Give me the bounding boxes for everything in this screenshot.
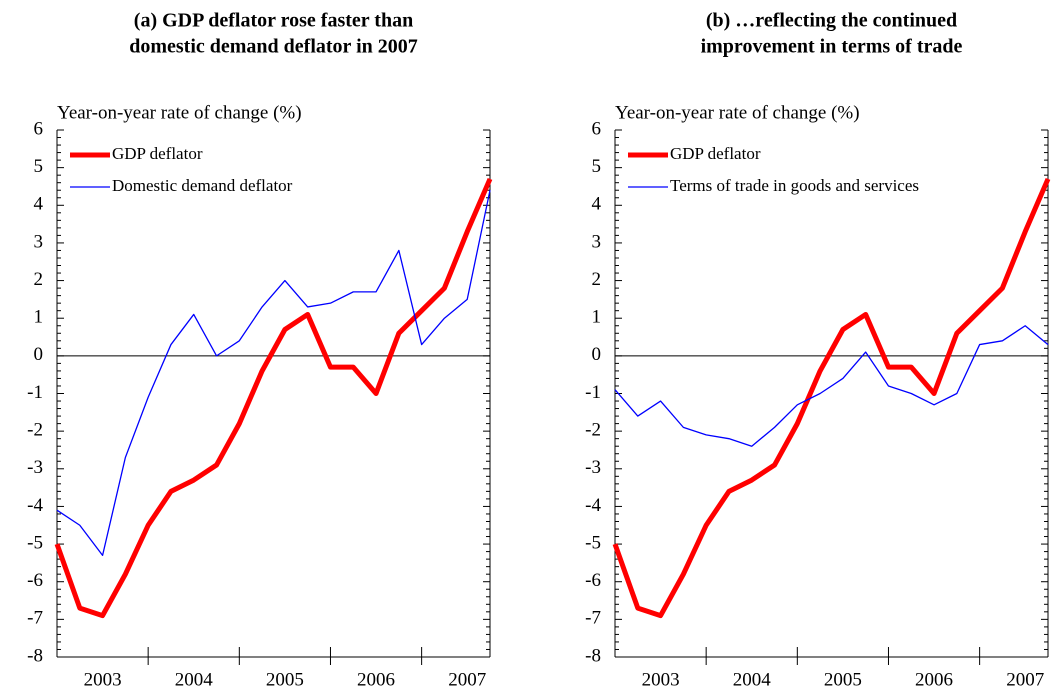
axis-title: Year-on-year rate of change (%) [57, 102, 302, 123]
chart-title: (b) …reflecting the continued [706, 10, 957, 32]
y-tick-label: -4 [585, 495, 601, 516]
y-tick-label: 5 [592, 156, 602, 177]
y-tick-label: 4 [34, 194, 44, 215]
series-line [614, 325, 1049, 447]
y-tick-label: 1 [34, 307, 44, 328]
chart-title: improvement in terms of trade [701, 36, 963, 58]
y-tick-label: 6 [592, 118, 602, 139]
series-line [56, 190, 491, 557]
y-tick-label: -1 [27, 382, 43, 403]
series-line [612, 177, 1051, 619]
y-tick-label: -2 [585, 420, 601, 441]
y-tick-label: 0 [592, 344, 602, 365]
y-tick-label: -2 [27, 420, 43, 441]
y-tick-label: -4 [27, 495, 43, 516]
series-line [54, 177, 493, 619]
y-tick-label: 2 [34, 269, 44, 290]
x-tick-label: 2005 [266, 669, 304, 690]
x-tick-label: 2004 [175, 669, 214, 690]
y-tick-label: 5 [34, 156, 44, 177]
y-tick-label: 3 [592, 231, 602, 252]
y-tick-label: -5 [27, 532, 43, 553]
y-tick-label: -7 [585, 608, 601, 629]
legend-label: GDP deflator [670, 144, 761, 163]
y-tick-label: -3 [27, 457, 43, 478]
legend-label: Terms of trade in goods and services [670, 176, 919, 195]
x-tick-label: 2006 [357, 669, 395, 690]
y-tick-label: -6 [585, 570, 601, 591]
x-tick-label: 2005 [824, 669, 862, 690]
y-tick-label: -8 [585, 645, 601, 666]
y-tick-label: -8 [27, 645, 43, 666]
y-tick-label: -1 [585, 382, 601, 403]
y-tick-label: 4 [592, 194, 602, 215]
chart-title: domestic demand deflator in 2007 [129, 36, 418, 58]
x-tick-label: 2003 [642, 669, 680, 690]
y-tick-label: 3 [34, 231, 44, 252]
x-tick-label: 2006 [915, 669, 953, 690]
y-tick-label: -5 [585, 532, 601, 553]
y-tick-label: 2 [592, 269, 602, 290]
x-tick-label: 2004 [733, 669, 772, 690]
y-tick-label: -3 [585, 457, 601, 478]
chart-title: (a) GDP deflator rose faster than [134, 10, 413, 32]
x-tick-label: 2003 [84, 669, 122, 690]
y-tick-label: -7 [27, 608, 43, 629]
x-tick-label: 2007 [1006, 669, 1044, 690]
axis-title: Year-on-year rate of change (%) [615, 102, 860, 123]
y-tick-label: 6 [34, 118, 44, 139]
legend-label: Domestic demand deflator [112, 176, 293, 195]
y-tick-label: -6 [27, 570, 43, 591]
legend-label: GDP deflator [112, 144, 203, 163]
x-tick-label: 2007 [448, 669, 486, 690]
y-tick-label: 1 [592, 307, 602, 328]
y-tick-label: 0 [34, 344, 44, 365]
